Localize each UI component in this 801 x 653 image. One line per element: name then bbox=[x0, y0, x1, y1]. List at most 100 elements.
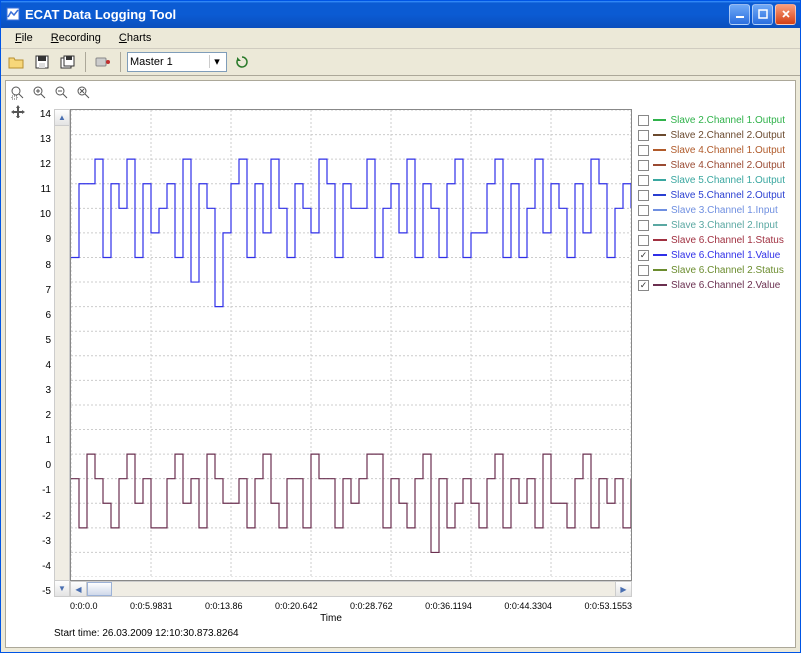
legend-label: Slave 2.Channel 2.Output bbox=[670, 130, 785, 141]
pan-icon[interactable] bbox=[10, 103, 26, 119]
chart-plot[interactable] bbox=[70, 109, 632, 581]
y-tick: -4 bbox=[30, 561, 51, 572]
v-scrollbar[interactable]: ▲ ▼ bbox=[54, 109, 70, 597]
window-controls bbox=[729, 4, 796, 25]
x-tick: 0:0:20.642 bbox=[275, 601, 318, 611]
y-tick: -2 bbox=[30, 511, 51, 522]
y-tick: -1 bbox=[30, 485, 51, 496]
legend-label: Slave 3.Channel 2.Input bbox=[671, 220, 778, 231]
chart-area: 14131211109876543210-1-2-3-4-5 ▲ ▼ ◀ ▶ bbox=[6, 81, 795, 647]
y-tick: 2 bbox=[30, 410, 51, 421]
window-title: ECAT Data Logging Tool bbox=[25, 7, 729, 22]
title-bar: ECAT Data Logging Tool bbox=[1, 1, 800, 28]
master-select-value: Master 1 bbox=[130, 56, 173, 68]
legend-checkbox[interactable]: ✓ bbox=[638, 250, 649, 261]
menu-charts[interactable]: Charts bbox=[111, 30, 159, 46]
menu-bar: File Recording Charts bbox=[1, 28, 800, 49]
scroll-right-button[interactable]: ▶ bbox=[615, 582, 631, 596]
scroll-track[interactable] bbox=[87, 582, 615, 596]
legend-label: Slave 6.Channel 2.Value bbox=[671, 280, 780, 291]
open-folder-button[interactable] bbox=[5, 51, 27, 73]
y-tick: 9 bbox=[30, 234, 51, 245]
menu-recording[interactable]: Recording bbox=[43, 30, 109, 46]
h-scrollbar[interactable]: ◀ ▶ bbox=[70, 581, 632, 597]
record-button[interactable] bbox=[92, 51, 114, 73]
zoom-region-icon[interactable] bbox=[10, 85, 26, 101]
chevron-down-icon: ▾ bbox=[209, 55, 224, 68]
legend-swatch bbox=[653, 149, 667, 151]
legend-checkbox[interactable] bbox=[638, 205, 649, 216]
legend-item: Slave 3.Channel 2.Input bbox=[638, 218, 785, 232]
legend-label: Slave 4.Channel 1.Output bbox=[670, 145, 785, 156]
minimize-button[interactable] bbox=[729, 4, 750, 25]
legend-swatch bbox=[653, 224, 667, 226]
x-tick: 0:0:5.9831 bbox=[130, 601, 173, 611]
y-axis: 14131211109876543210-1-2-3-4-5 bbox=[30, 109, 54, 597]
legend-checkbox[interactable] bbox=[638, 235, 649, 246]
legend-swatch bbox=[653, 269, 667, 271]
legend-swatch bbox=[653, 119, 667, 121]
toolbar: Master 1 ▾ bbox=[1, 49, 800, 76]
x-tick: 0:0:28.762 bbox=[350, 601, 393, 611]
x-axis: 0:0:0.00:0:5.98310:0:13.860:0:20.6420:0:… bbox=[70, 599, 632, 611]
menu-file[interactable]: File bbox=[7, 30, 41, 46]
y-tick: 3 bbox=[30, 385, 51, 396]
y-tick: 1 bbox=[30, 435, 51, 446]
y-tick: 10 bbox=[30, 209, 51, 220]
legend-checkbox[interactable] bbox=[638, 145, 649, 156]
legend-label: Slave 5.Channel 2.Output bbox=[670, 190, 785, 201]
legend-swatch bbox=[653, 164, 667, 166]
y-tick: 4 bbox=[30, 360, 51, 371]
legend-item: Slave 5.Channel 2.Output bbox=[638, 188, 785, 202]
legend-swatch bbox=[653, 239, 667, 241]
toolbar-separator bbox=[120, 52, 121, 72]
close-button[interactable] bbox=[775, 4, 796, 25]
legend-checkbox[interactable] bbox=[638, 130, 649, 141]
x-tick: 0:0:44.3304 bbox=[504, 601, 552, 611]
legend-swatch bbox=[653, 254, 667, 256]
legend: Slave 2.Channel 1.Output Slave 2.Channel … bbox=[632, 109, 787, 639]
scroll-left-button[interactable]: ◀ bbox=[71, 582, 87, 596]
scroll-track[interactable] bbox=[55, 126, 69, 580]
legend-label: Slave 2.Channel 1.Output bbox=[670, 115, 785, 126]
legend-item: Slave 3.Channel 1.Input bbox=[638, 203, 785, 217]
legend-label: Slave 5.Channel 1.Output bbox=[670, 175, 785, 186]
legend-checkbox[interactable] bbox=[638, 220, 649, 231]
zoom-out-icon[interactable] bbox=[54, 85, 70, 101]
chart-svg bbox=[71, 110, 631, 577]
scroll-thumb[interactable] bbox=[87, 582, 112, 596]
legend-item: ✓Slave 6.Channel 1.Value bbox=[638, 248, 785, 262]
legend-swatch bbox=[653, 134, 667, 136]
legend-checkbox[interactable] bbox=[638, 265, 649, 276]
legend-item: ✓ Slave 6.Channel 2.Value bbox=[638, 278, 785, 292]
legend-item: Slave 6.Channel 1.Status bbox=[638, 233, 785, 247]
save-button[interactable] bbox=[31, 51, 53, 73]
save-all-button[interactable] bbox=[57, 51, 79, 73]
refresh-button[interactable] bbox=[231, 51, 253, 73]
x-tick: 0:0:36.1194 bbox=[425, 601, 472, 611]
legend-checkbox[interactable] bbox=[638, 190, 649, 201]
legend-swatch bbox=[653, 284, 667, 286]
master-select[interactable]: Master 1 ▾ bbox=[127, 52, 227, 72]
y-tick: 13 bbox=[30, 134, 51, 145]
maximize-button[interactable] bbox=[752, 4, 773, 25]
y-tick: -3 bbox=[30, 536, 51, 547]
y-tick: 6 bbox=[30, 310, 51, 321]
scroll-down-button[interactable]: ▼ bbox=[55, 580, 69, 596]
legend-item: Slave 4.Channel 2.Output bbox=[638, 158, 785, 172]
legend-checkbox[interactable] bbox=[638, 115, 649, 126]
legend-checkbox[interactable] bbox=[638, 175, 649, 186]
app-icon bbox=[5, 6, 21, 22]
legend-swatch bbox=[653, 179, 667, 181]
legend-checkbox[interactable] bbox=[638, 160, 649, 171]
legend-checkbox[interactable]: ✓ bbox=[638, 280, 649, 291]
y-tick: 8 bbox=[30, 260, 51, 271]
x-axis-label: Time bbox=[30, 613, 632, 624]
zoom-in-icon[interactable] bbox=[32, 85, 48, 101]
x-tick: 0:0:13.86 bbox=[205, 601, 243, 611]
plot-wrap: 14131211109876543210-1-2-3-4-5 ▲ ▼ ◀ ▶ bbox=[30, 109, 632, 639]
legend-swatch bbox=[653, 194, 667, 196]
zoom-reset-icon[interactable] bbox=[76, 85, 92, 101]
app-window: ECAT Data Logging Tool File Recording Ch… bbox=[0, 0, 801, 653]
legend-item: Slave 2.Channel 1.Output bbox=[638, 113, 785, 127]
